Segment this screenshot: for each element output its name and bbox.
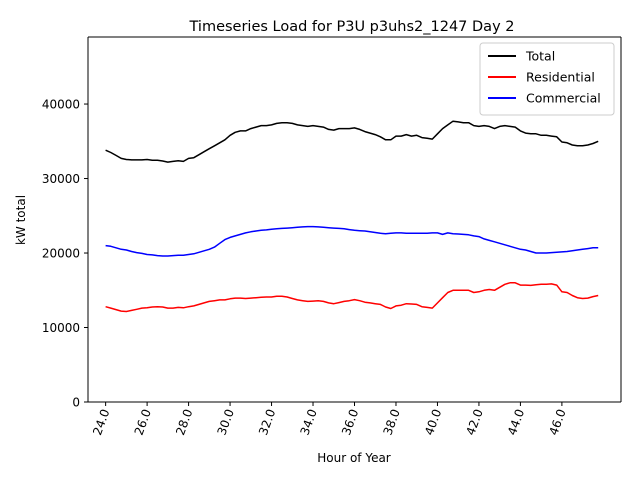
y-tick-label: 30000 bbox=[42, 172, 80, 186]
series-line-commercial bbox=[105, 225, 599, 257]
series-lines bbox=[105, 120, 599, 313]
legend: Total Residential Commercial bbox=[479, 42, 615, 116]
series-line-residential bbox=[105, 282, 599, 313]
series-line-total bbox=[105, 120, 599, 163]
chart-title: Timeseries Load for P3U p3uhs2_1247 Day … bbox=[189, 19, 515, 35]
legend-label-total: Total bbox=[525, 49, 555, 64]
x-axis-label: Hour of Year bbox=[317, 451, 391, 465]
legend-label-commercial: Commercial bbox=[526, 91, 601, 106]
y-tick-label: 10000 bbox=[42, 321, 80, 335]
y-tick-label: 40000 bbox=[42, 98, 80, 112]
y-tick-label: 20000 bbox=[42, 247, 80, 261]
y-axis-label: kW total bbox=[14, 195, 28, 245]
y-tick-label: 0 bbox=[72, 396, 80, 410]
y-axis-ticks: 0 10000 20000 30000 40000 bbox=[42, 98, 88, 410]
legend-label-residential: Residential bbox=[526, 70, 595, 85]
